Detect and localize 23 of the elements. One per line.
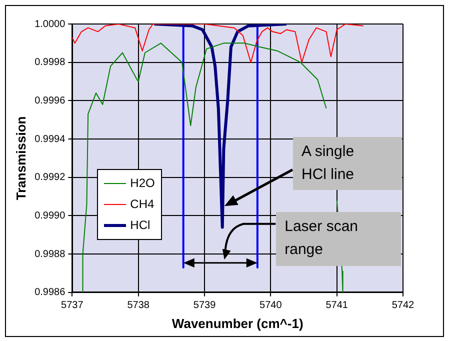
y-tick-label: 0.9986 xyxy=(34,287,66,298)
x-tick-label: 5742 xyxy=(392,300,415,312)
annotation: Laser scan range xyxy=(284,216,359,260)
x-tick-label: 5737 xyxy=(61,300,84,312)
y-tick-label: 1.0000 xyxy=(34,18,66,30)
legend-label: CH4 xyxy=(130,196,154,213)
y-axis-title: Transmission xyxy=(13,116,28,200)
annotation: A single HCl line xyxy=(302,142,356,185)
callout-box: A single HCl line xyxy=(292,136,402,190)
y-tick-label: 0.9990 xyxy=(34,210,66,222)
y-tick-label: 0.9998 xyxy=(34,57,66,68)
legend-label: HCl xyxy=(130,216,150,234)
y-tick-label: 0.9988 xyxy=(34,248,66,260)
legend-label: H2O xyxy=(130,174,155,192)
x-tick-label: 5741 xyxy=(326,300,348,312)
x-tick-label: 5738 xyxy=(127,300,150,312)
y-tick-label: 0.9992 xyxy=(34,172,66,184)
callout-box: Laser scan range xyxy=(276,212,402,266)
y-tick-label: 0.9994 xyxy=(34,134,66,145)
x-tick-label: 5739 xyxy=(193,300,216,312)
x-tick-label: 5740 xyxy=(260,300,282,312)
x-axis-title: Wavenumber (cm^-1) xyxy=(172,316,304,331)
y-tick-label: 0.9996 xyxy=(34,95,66,106)
